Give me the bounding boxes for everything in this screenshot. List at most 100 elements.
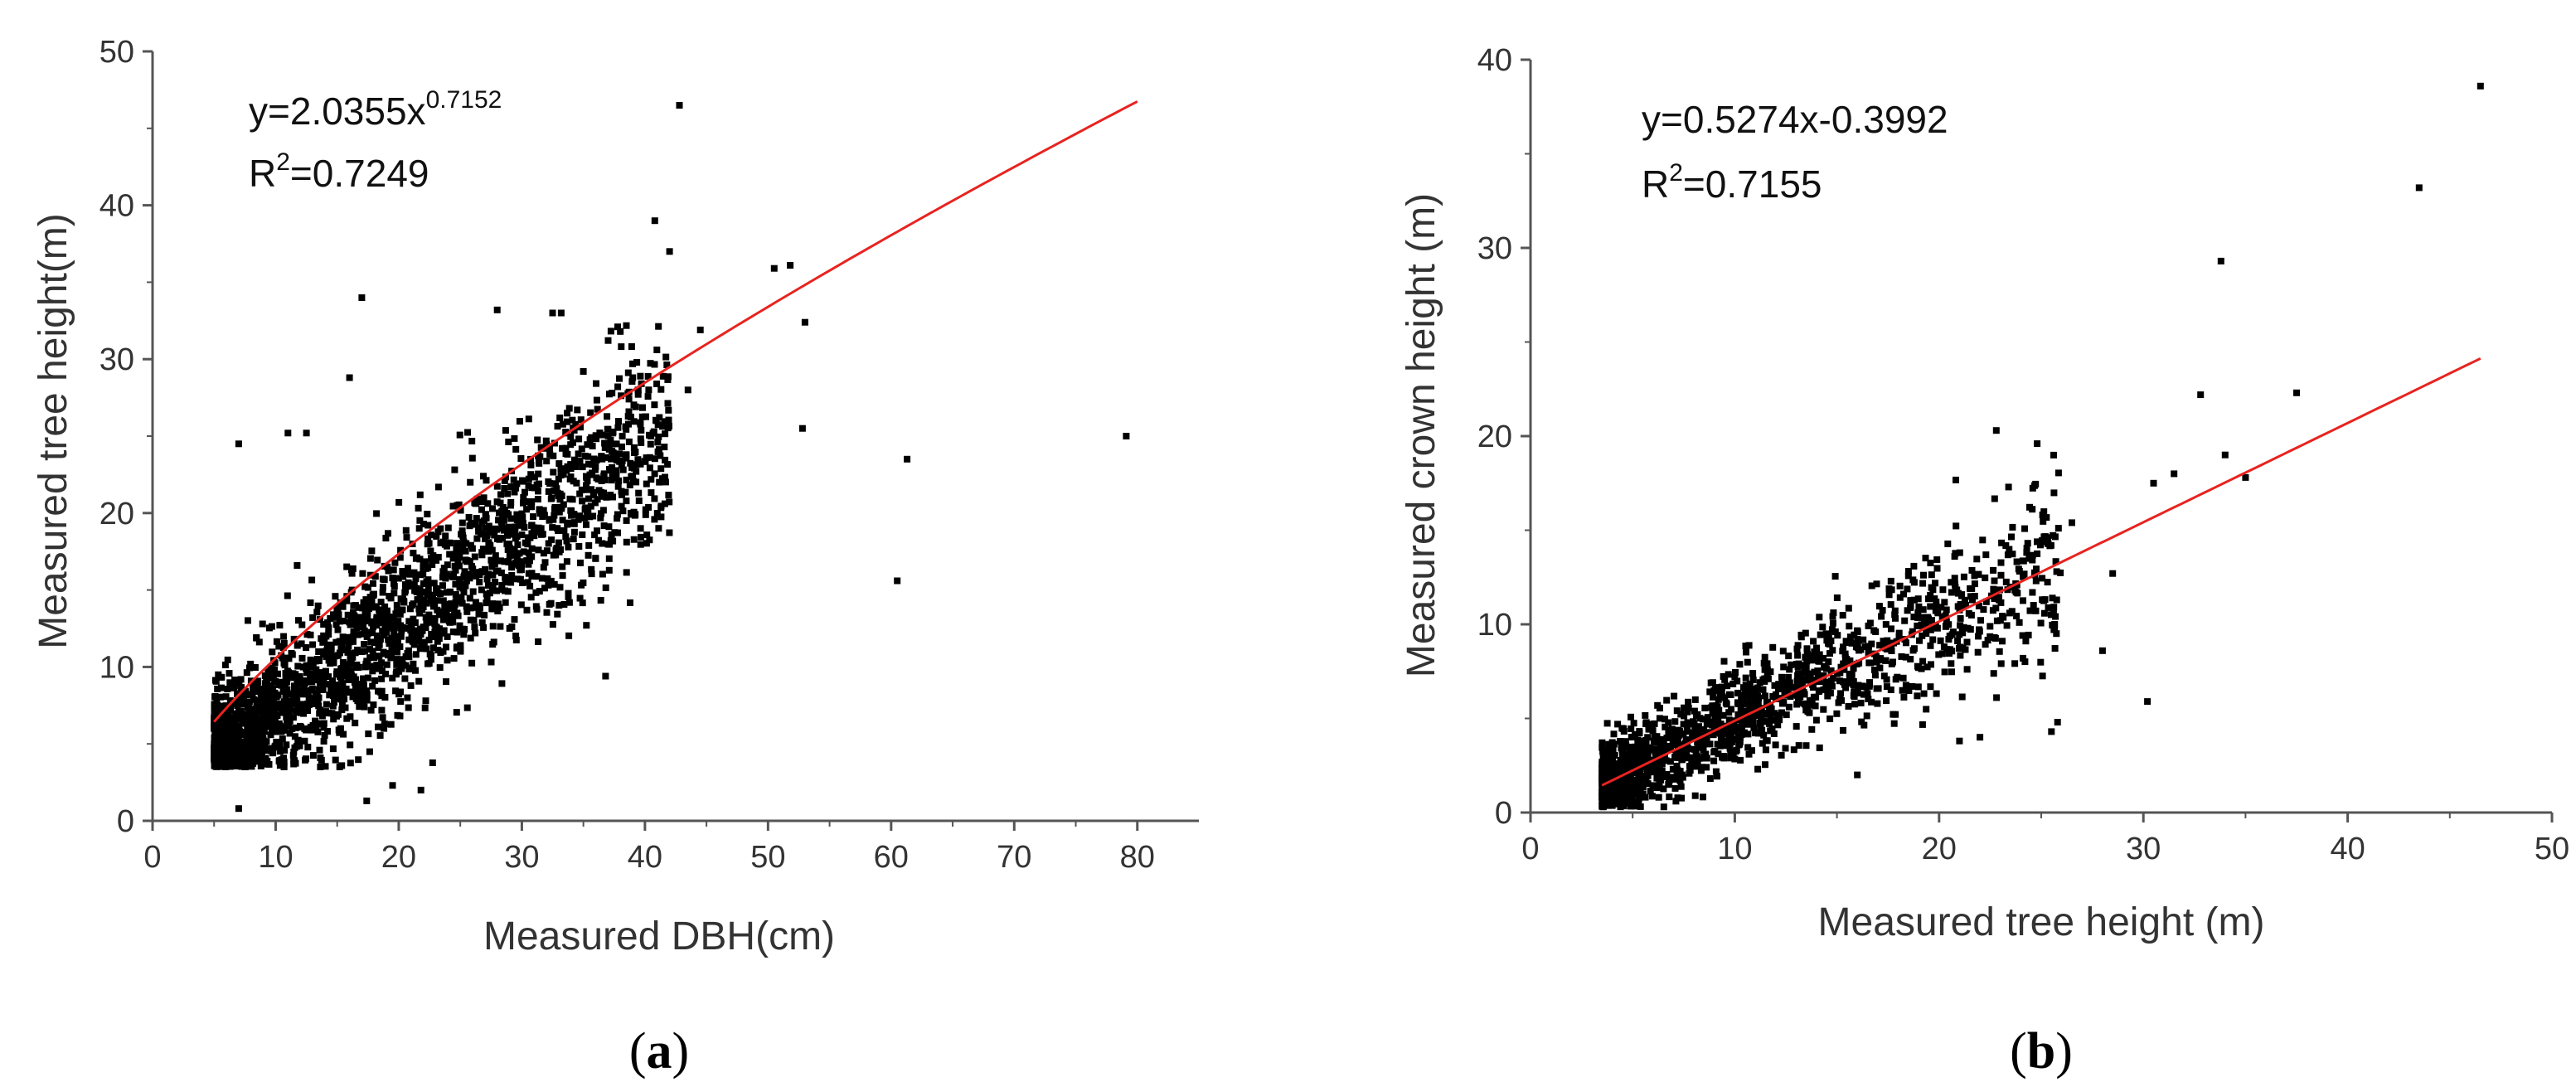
panel-b-data-point: [1862, 683, 1870, 691]
panel-b-data-point: [1879, 607, 1886, 614]
panel-a-data-point: [211, 761, 219, 769]
panel-b-data-point: [1846, 658, 1853, 666]
panel-a-data-point: [657, 386, 665, 393]
panel-a-data-point: [417, 600, 424, 608]
panel-a-data-point: [532, 589, 540, 596]
panel-a-data-point: [445, 618, 453, 625]
panel-a-data-point: [429, 591, 436, 599]
panel-b-data-point: [2050, 489, 2058, 497]
panel-a-data-point: [387, 721, 395, 728]
panel-a-data-point: [493, 587, 501, 594]
panel-b-data-point: [1799, 662, 1807, 669]
panel-a-data-point: [625, 438, 633, 445]
panel-b-data-point: [1656, 749, 1663, 756]
panel-b-data-point: [1684, 723, 1691, 730]
panel-b-data-point: [1779, 648, 1787, 655]
panel-b-data-point: [1666, 776, 1673, 784]
panel-b-data-point: [1783, 686, 1789, 693]
panel-b-data-point: [1845, 702, 1852, 710]
panel-a-data-point: [595, 536, 602, 544]
panel-b-data-point: [1613, 800, 1620, 808]
panel-a-data-point: [246, 713, 254, 721]
panel-b-data-point: [1669, 765, 1676, 773]
panel-a-data-point: [272, 742, 279, 750]
panel-a-data-point: [343, 563, 351, 570]
panel-a-data-point: [494, 600, 502, 608]
panel-a-data-point: [374, 637, 381, 644]
panel-a-data-point: [603, 454, 610, 461]
panel-a-data-point: [323, 681, 330, 688]
panel-b-data-point: [1693, 753, 1700, 760]
panel-b-data-point: [1991, 595, 1998, 603]
panel-a-data-point: [334, 626, 342, 633]
panel-a-data-point: [393, 656, 400, 663]
panel-a-data-point: [633, 478, 640, 486]
panel-b-data-point: [1850, 682, 1857, 688]
panel-a-data-point: [350, 638, 357, 645]
panel-a-data-point: [485, 522, 492, 530]
panel-b-data-point: [2040, 517, 2047, 525]
panel-b-data-point: [1948, 648, 1956, 655]
panel-a-data-point: [558, 503, 565, 511]
panel-a-data-point: [363, 618, 371, 625]
panel-a-data-point: [405, 704, 412, 711]
panel-b-data-point: [1822, 680, 1830, 687]
panel-a-data-point: [350, 602, 357, 609]
panel-a-data-point: [502, 473, 509, 481]
panel-a-data-point: [425, 611, 433, 619]
panel-b-data-point: [2217, 257, 2224, 264]
panel-a-data-point: [239, 701, 246, 708]
panel-a-label: (a): [629, 1023, 689, 1080]
panel-a-points: [211, 102, 1130, 813]
panel-b-data-point: [1987, 623, 1994, 630]
panel-a-data-point: [664, 400, 672, 407]
panel-a-data-point: [662, 456, 669, 463]
panel-b-data-point: [1762, 761, 1768, 769]
panel-a-data-point: [348, 650, 356, 657]
panel-a-data-point: [623, 322, 630, 329]
panel-a-data-point: [439, 582, 446, 590]
panel-a-data-point: [459, 625, 467, 633]
panel-a-data-point: [904, 455, 911, 463]
panel-a-data-point: [282, 692, 289, 700]
panel-a-data-point: [478, 531, 484, 538]
panel-a-data-point: [280, 763, 288, 770]
panel-a-data-point: [243, 720, 250, 727]
panel-a-data-point: [293, 642, 301, 649]
panel-a-data-point: [538, 575, 546, 582]
panel-b-data-point: [1776, 711, 1783, 719]
panel-b-data-point: [2109, 570, 2117, 577]
panel-a-data-point: [657, 513, 665, 521]
panel-b-data-point: [1745, 750, 1753, 758]
panel-b-data-point: [1606, 765, 1613, 773]
panel-b-data-point: [2057, 569, 2064, 576]
panel-a-data-point: [498, 680, 506, 687]
panel-a-data-point: [456, 431, 463, 439]
panel-a-data-point: [449, 555, 457, 562]
panel-a-data-point: [646, 454, 653, 461]
panel-b-data-point: [1825, 658, 1832, 666]
panel-b-data-point: [1954, 590, 1962, 597]
panel-a-data-point: [623, 538, 630, 546]
panel-a-data-point: [423, 619, 430, 627]
panel-a-data-point: [367, 595, 375, 603]
panel-a-data-point: [589, 512, 597, 520]
panel-a-data-point: [565, 590, 572, 597]
panel-a-data-point: [801, 318, 808, 326]
panel-a-data-point: [579, 599, 586, 607]
panel-b-data-point: [2025, 631, 2032, 638]
panel-b-data-point: [1645, 725, 1652, 732]
panel-a-data-point: [419, 606, 426, 614]
panel-b-data-point: [1853, 660, 1860, 667]
panel-b-data-point: [1876, 664, 1884, 672]
panel-b-data-point: [1666, 779, 1673, 787]
panel-a-data-point: [291, 685, 298, 692]
panel-a-x-tick-label: 70: [997, 840, 1031, 875]
panel-a-data-point: [551, 503, 559, 511]
panel-b-data-point: [2040, 533, 2048, 541]
panel-a-data-point: [613, 467, 620, 474]
panel-a-data-point: [353, 661, 361, 668]
panel-a-data-point: [576, 490, 584, 497]
panel-b-data-point: [1671, 784, 1679, 792]
